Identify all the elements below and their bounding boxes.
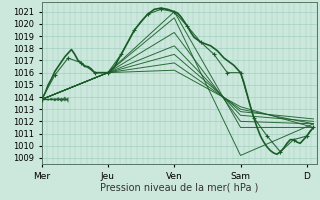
X-axis label: Pression niveau de la mer( hPa ): Pression niveau de la mer( hPa ) <box>100 182 258 192</box>
